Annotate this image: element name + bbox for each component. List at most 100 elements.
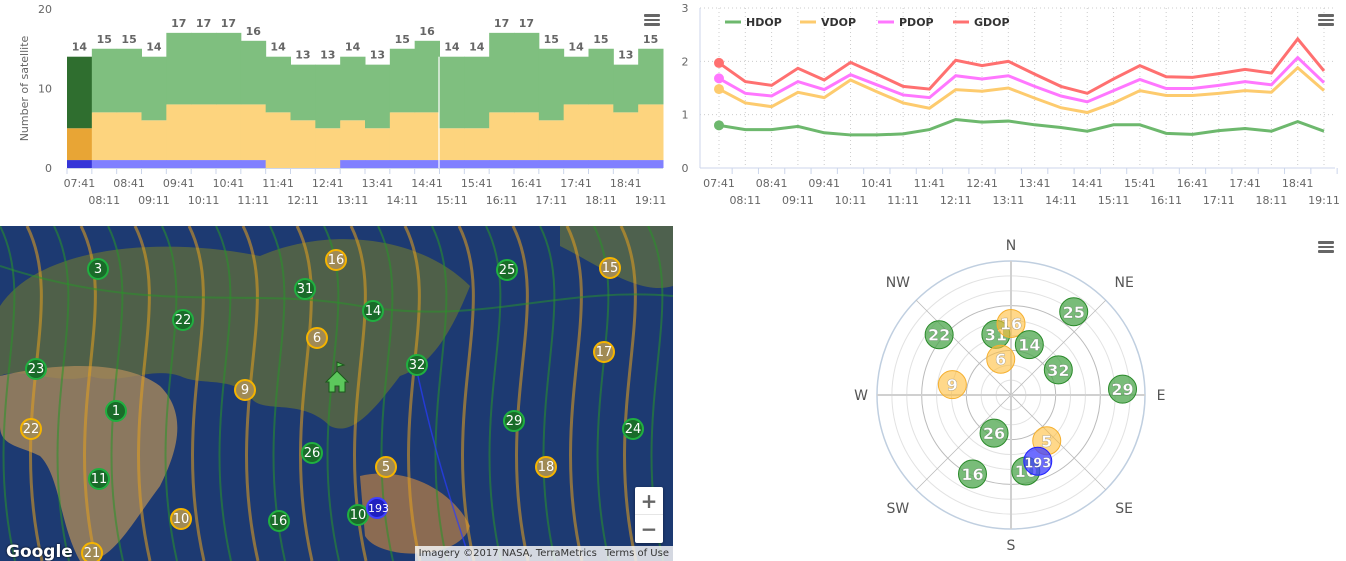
x-tick-label: 09:41 xyxy=(163,177,195,190)
bar-total-label: 14 xyxy=(72,41,88,54)
satellite-marker[interactable]: 6 xyxy=(306,327,328,349)
satellite-point xyxy=(986,344,1016,374)
satellite-marker[interactable]: 9 xyxy=(234,379,256,401)
satellite-ground-track xyxy=(107,226,124,561)
satellite-marker[interactable]: 11 xyxy=(88,468,110,490)
chart-menu-button[interactable] xyxy=(644,14,660,26)
satellite-ground-track-map[interactable]: 3 16 31 25 15 22 14 6 23 32 17 9 1 22 29 24 26 5 18 11 10 16 1… xyxy=(0,226,673,561)
chart-menu-button[interactable] xyxy=(1318,241,1334,253)
y-tick-label: 1 xyxy=(682,109,689,122)
bar-segment-yellow xyxy=(290,120,316,168)
chart-menu-button[interactable] xyxy=(1318,14,1334,26)
satellite-ground-track xyxy=(0,265,673,313)
satellite-marker[interactable]: 193 xyxy=(366,497,389,519)
bar-segment-yellow xyxy=(439,128,465,161)
satellite-marker[interactable]: 10 xyxy=(347,504,369,526)
satellite-marker[interactable]: 3 xyxy=(87,258,109,280)
line-vdop xyxy=(718,65,1325,115)
satellite-marker[interactable]: 22 xyxy=(20,418,42,440)
legend-item-pdop: PDOP xyxy=(899,16,934,29)
satellite-label: 6 xyxy=(995,350,1006,369)
satellite-marker[interactable]: 32 xyxy=(406,354,428,376)
satellite-label: 5 xyxy=(1041,432,1052,451)
bar-segment-green xyxy=(315,64,341,129)
bar-segment-green xyxy=(265,56,291,113)
satellite-marker[interactable]: 31 xyxy=(294,278,316,300)
satellite-marker[interactable]: 23 xyxy=(25,358,47,380)
satellite-marker[interactable]: 1 xyxy=(105,400,127,422)
bar-segment-green xyxy=(240,40,267,105)
bar-segment-blue xyxy=(67,160,93,168)
azimuth-line xyxy=(915,299,1012,396)
satellite-marker[interactable]: 29 xyxy=(503,410,525,432)
bar-segment-green xyxy=(439,56,465,129)
bar-segment-yellow xyxy=(514,112,540,161)
x-tick-label: 10:11 xyxy=(835,194,867,207)
bar-total-label: 15 xyxy=(544,33,559,46)
satellite-marker[interactable]: 5 xyxy=(375,456,397,478)
satellite-label: 16 xyxy=(961,465,983,484)
satellite-marker[interactable]: 24 xyxy=(622,418,644,440)
bar-total-label: 14 xyxy=(469,41,485,54)
skyplot-satellite: 29 xyxy=(1108,374,1138,404)
zoom-in-button[interactable]: + xyxy=(635,487,663,515)
satellite-ground-track xyxy=(0,226,16,561)
bar-segment-yellow xyxy=(389,112,416,161)
skyplot-satellite: 14 xyxy=(1014,330,1044,360)
satellite-label: 16 xyxy=(1000,315,1022,334)
x-tick-label: 19:11 xyxy=(1308,194,1340,207)
bar-segment-green xyxy=(638,48,664,105)
skyplot-satellite: 6 xyxy=(986,344,1016,374)
dop-chart: 0 1 2 3 07:41 08:11 08:41 09:11 09:41 10:11 10:41 1… xyxy=(682,2,1340,207)
satellite-marker[interactable]: 26 xyxy=(301,442,323,464)
bar-segment-blue xyxy=(141,160,167,168)
satellite-marker[interactable]: 25 xyxy=(496,259,518,281)
bar-segment-blue xyxy=(638,160,664,168)
bar-segment-yellow xyxy=(613,112,639,161)
bar-segment-yellow xyxy=(315,128,341,168)
x-tick-label: 18:41 xyxy=(610,177,642,190)
bar-total-label: 15 xyxy=(395,33,410,46)
x-tick-label: 16:41 xyxy=(1177,177,1209,190)
x-tick-label: 16:41 xyxy=(511,177,543,190)
point-pdop xyxy=(714,73,724,84)
satellite-marker[interactable]: 22 xyxy=(172,309,194,331)
satellite-marker[interactable]: 21 xyxy=(81,542,103,561)
x-tick-label: 08:11 xyxy=(729,194,761,207)
google-logo: Google xyxy=(6,542,73,561)
satellite-marker[interactable]: 17 xyxy=(593,341,615,363)
satellite-marker[interactable]: 10 xyxy=(170,508,192,530)
satellite-ground-track xyxy=(295,226,314,561)
bar-segment-yellow xyxy=(141,120,167,161)
x-tick-label: 17:41 xyxy=(1229,177,1261,190)
satellite-point xyxy=(1043,355,1073,385)
y-tick-label: 10 xyxy=(38,83,52,96)
x-tick-label: 11:11 xyxy=(887,194,919,207)
bar-segment-blue xyxy=(588,160,614,168)
bar-segment-blue xyxy=(613,160,639,168)
satellite-marker[interactable]: 16 xyxy=(268,510,290,532)
point-gdop xyxy=(714,57,724,68)
x-tick-label: 12:11 xyxy=(940,194,972,207)
skyplot-satellite: 193 xyxy=(1023,446,1053,476)
y-axis-title: Number of satellite xyxy=(18,35,31,141)
zoom-out-button[interactable]: − xyxy=(640,517,658,541)
satellite-ground-track xyxy=(457,226,476,561)
x-tick-label: 08:41 xyxy=(756,177,788,190)
bar-segment-yellow xyxy=(340,120,366,161)
satellite-ground-track xyxy=(133,226,152,561)
satellite-marker[interactable]: 16 xyxy=(325,249,347,271)
satellite-marker[interactable]: 15 xyxy=(599,257,621,279)
y-tick-label: 0 xyxy=(682,162,689,175)
skyplot-satellite: 32 xyxy=(1043,355,1073,385)
direction-label-sw: SW xyxy=(886,501,909,517)
flag-shape xyxy=(336,361,346,371)
satellite-point xyxy=(1023,446,1053,476)
map-zoom-controls: + − xyxy=(635,487,663,543)
satellite-marker[interactable]: 14 xyxy=(362,300,384,322)
satellite-marker[interactable]: 18 xyxy=(535,456,557,478)
bar-segment-blue xyxy=(116,160,142,168)
y-tick-label: 2 xyxy=(682,55,689,68)
bar-segment-yellow xyxy=(414,112,440,161)
terms-of-use-link[interactable]: Terms of Use xyxy=(604,548,669,559)
